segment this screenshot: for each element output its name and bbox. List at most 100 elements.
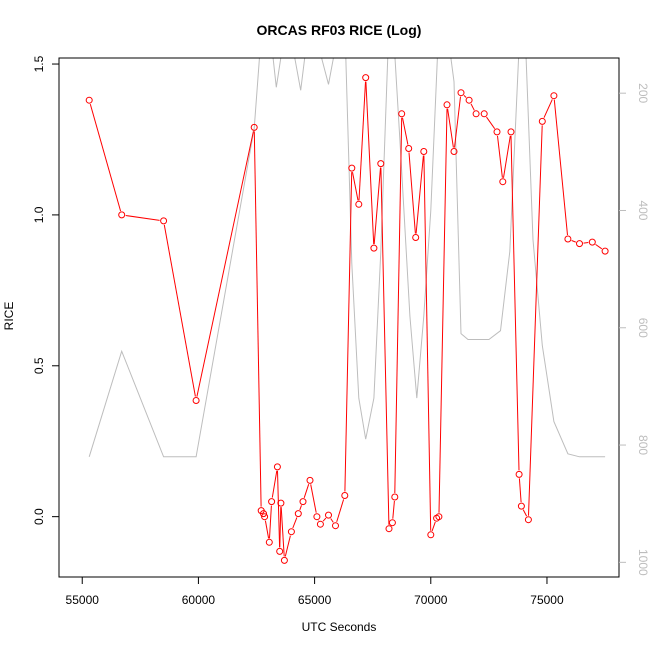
y-tick-label: 1.5 — [32, 55, 46, 72]
x-tick-label: 75000 — [530, 593, 564, 607]
series-red-segment — [595, 243, 603, 250]
data-point — [472, 110, 480, 118]
series-red-segment — [269, 505, 272, 539]
data-point — [457, 89, 465, 97]
series-red-segment — [380, 167, 390, 525]
series-red-segment — [163, 224, 196, 397]
series-red-segment — [358, 81, 366, 201]
series-red-segment — [284, 535, 291, 557]
data-point — [517, 502, 525, 510]
series-red-segment — [447, 108, 454, 148]
series-red-segment — [583, 242, 589, 244]
data-point — [465, 96, 473, 104]
series-red-segment — [553, 99, 568, 236]
series-red-segment — [292, 517, 298, 529]
series-red-segment — [518, 478, 522, 503]
series-red-segment — [431, 521, 436, 532]
series-red-segment — [510, 135, 520, 471]
data-point — [391, 493, 399, 501]
data-point — [435, 513, 443, 521]
series-red-segment — [415, 155, 424, 234]
x-axis-label: UTC Seconds — [302, 620, 377, 634]
data-point — [480, 110, 488, 118]
y2-tick-label: 400 — [636, 200, 650, 220]
data-point — [377, 160, 385, 168]
series-red-segment — [330, 518, 334, 523]
series-red-segment — [528, 125, 543, 516]
x-tick-label: 60000 — [182, 593, 216, 607]
y2-tick-label: 600 — [636, 318, 650, 338]
series-red-segment — [277, 470, 281, 548]
data-point — [265, 538, 273, 546]
series-red-segment — [408, 152, 416, 234]
data-point — [332, 522, 339, 530]
chart-title: ORCAS RF03 RICE (Log) — [257, 22, 422, 38]
x-axis: 55000 60000 65000 70000 75000 — [66, 576, 564, 607]
data-point — [576, 240, 583, 248]
series-red-segment — [253, 131, 262, 507]
x-tick-label: 65000 — [298, 593, 332, 607]
series-red-segment — [454, 96, 461, 148]
y2-tick-label: 800 — [636, 435, 650, 455]
data-point — [160, 217, 168, 225]
data-point — [85, 96, 93, 104]
series-red-segment — [463, 95, 467, 98]
series-red-segment — [344, 172, 353, 492]
y-tick-label: 0.0 — [32, 508, 46, 525]
series-red-segment — [322, 517, 327, 522]
data-point — [341, 492, 349, 499]
data-point — [412, 234, 420, 241]
series-red-segment — [271, 470, 278, 498]
y2-tick-label: 200 — [636, 83, 650, 103]
series-red-segment — [196, 131, 254, 397]
series-red-segment — [543, 99, 553, 118]
data-point — [280, 556, 288, 564]
data-point — [355, 200, 363, 208]
data-point — [507, 128, 515, 136]
data-point — [362, 74, 370, 82]
data-point — [316, 520, 324, 528]
data-point — [524, 516, 532, 524]
series-red-segment — [394, 117, 403, 494]
data-point — [385, 525, 393, 533]
data-point — [420, 148, 428, 155]
data-point — [564, 235, 572, 243]
data-point — [294, 510, 302, 518]
data-point — [588, 238, 596, 246]
series-red-segment — [503, 135, 511, 178]
series-red-segment — [571, 240, 576, 243]
y-axis: 0.0 0.5 1.0 1.5 — [32, 55, 59, 525]
series-red-segment — [303, 484, 310, 498]
data-point — [443, 101, 451, 109]
data-point — [277, 499, 285, 507]
series-red-segment — [89, 103, 122, 212]
data-point — [550, 92, 558, 100]
series-red-segment — [373, 167, 381, 245]
series-red-segment — [486, 116, 496, 129]
series-red-segment — [310, 484, 317, 513]
data-point — [388, 519, 396, 527]
data-point — [268, 498, 276, 506]
series-red-line — [85, 74, 609, 564]
series-gray-line — [88, 58, 606, 458]
data-point — [313, 513, 321, 521]
series-red-segment — [423, 155, 432, 531]
series-red-segment — [125, 215, 160, 221]
data-point — [538, 117, 546, 125]
data-point — [348, 164, 356, 172]
data-point — [405, 145, 413, 152]
data-point — [398, 110, 406, 118]
series-red-segment — [438, 108, 448, 513]
data-point — [192, 397, 200, 404]
series-red-segment — [497, 135, 503, 178]
series-gray-polyline — [88, 58, 606, 458]
series-red-segment — [522, 509, 528, 517]
x-tick-label: 70000 — [414, 593, 448, 607]
series-red-segment — [279, 507, 282, 548]
data-point — [260, 510, 267, 518]
series-red-segment — [402, 117, 409, 145]
data-point — [515, 470, 523, 478]
data-point — [325, 511, 332, 519]
data-point — [601, 247, 609, 255]
